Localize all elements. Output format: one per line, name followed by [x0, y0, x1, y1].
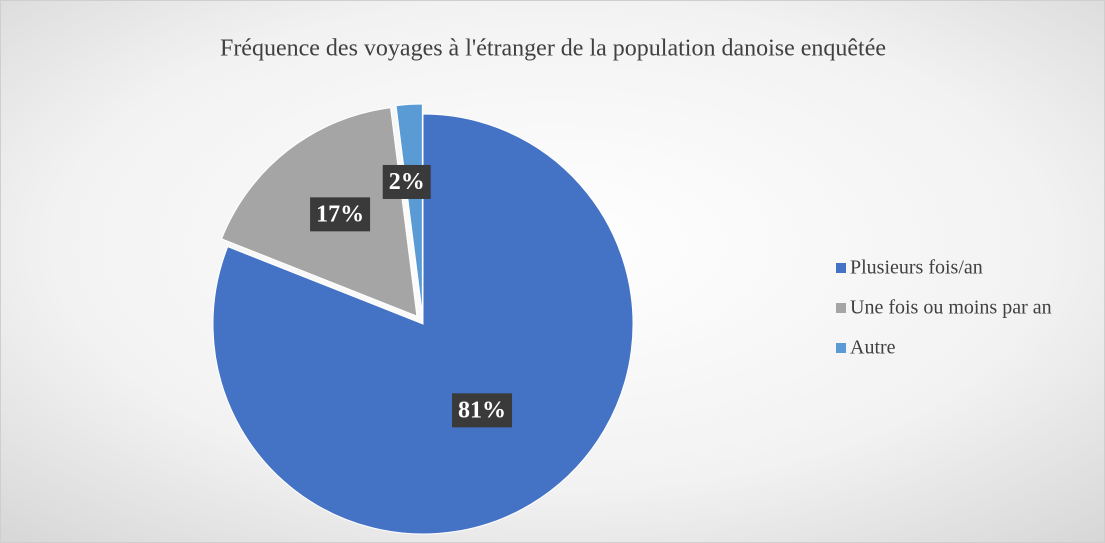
- data-label-text: 17%: [316, 201, 364, 227]
- data-label-box: [382, 164, 431, 199]
- data-label: 2%: [382, 164, 431, 199]
- data-label-box: [452, 393, 513, 428]
- data-label: 17%: [310, 197, 371, 232]
- legend-swatch: [836, 343, 846, 353]
- data-label-text: 2%: [389, 169, 425, 195]
- legend-swatch: [836, 263, 846, 273]
- data-label-text: 81%: [458, 397, 506, 423]
- chart-title: Fréquence des voyages à l'étranger de la…: [220, 36, 886, 62]
- legend-label: Plusieurs fois/an: [850, 257, 983, 279]
- data-label-box: [310, 197, 371, 232]
- legend-swatch: [836, 303, 846, 313]
- pie-slice: [212, 113, 634, 535]
- legend-label: Une fois ou moins par an: [850, 297, 1052, 319]
- legend-label: Autre: [850, 337, 896, 359]
- pie-slice: [395, 103, 423, 315]
- data-label: 81%: [452, 393, 513, 428]
